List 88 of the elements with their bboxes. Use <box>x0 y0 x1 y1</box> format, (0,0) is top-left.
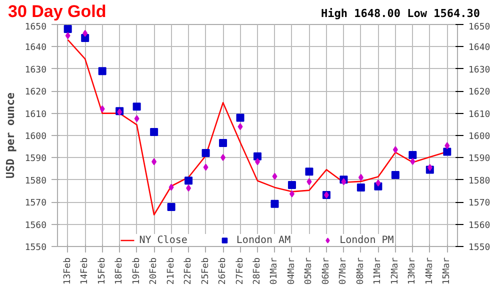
y-tick-label: 1560 <box>24 220 47 231</box>
y-axis-title: USD per ounce <box>4 92 17 179</box>
point <box>288 181 296 190</box>
point <box>392 146 398 154</box>
point <box>152 158 157 166</box>
point <box>358 174 364 181</box>
x-tick-label: 13Feb <box>62 258 73 285</box>
x-tick-label: 04Mar <box>286 256 297 285</box>
point <box>203 164 208 171</box>
y2-tick-label: 1570 <box>468 198 490 209</box>
x-tick-label: 01Mar <box>270 256 280 285</box>
y2-tick-label: 1620 <box>468 88 490 98</box>
x-tick-label: 14Mar <box>424 256 435 285</box>
x-tick-label: 25Feb <box>200 258 211 285</box>
legend-label: London AM <box>236 234 291 246</box>
x-tick-label: 11Mar <box>373 256 384 285</box>
y2-tick-label: 1630 <box>468 65 490 76</box>
y2-tick-label: 1580 <box>468 176 490 186</box>
chart-subtitle: High 1648.00 Low 1564.30 <box>321 6 480 22</box>
x-tick-label: 15Feb <box>97 258 108 285</box>
point <box>254 152 262 160</box>
point <box>272 172 278 180</box>
point <box>65 32 70 40</box>
point <box>220 154 226 161</box>
y-tick-label: 1580 <box>24 176 47 186</box>
point <box>341 178 346 186</box>
x-tick-label: 06Mar <box>321 256 332 285</box>
y-tick-label: 1620 <box>24 88 47 98</box>
point <box>132 102 141 111</box>
point <box>236 114 244 122</box>
x-tick-label: 07Mar <box>338 256 349 285</box>
point <box>408 151 417 160</box>
point <box>98 67 106 76</box>
point <box>202 149 210 158</box>
y2-tick-label: 1600 <box>468 132 490 142</box>
x-tick-label: 12Mar <box>390 256 400 285</box>
point <box>376 180 381 187</box>
y-tick-label: 1590 <box>24 154 47 164</box>
x-tick-label: 18Feb <box>114 258 125 285</box>
point <box>186 184 192 192</box>
x-tick-label: 21Feb <box>166 258 176 285</box>
x-tick-label: 26Feb <box>218 258 228 285</box>
x-tick-label: 27Feb <box>235 258 246 285</box>
point <box>410 158 416 165</box>
point <box>305 168 314 176</box>
x-tick-label: 13Mar <box>408 256 418 285</box>
y2-tick-label: 1560 <box>468 220 490 231</box>
point <box>82 30 88 37</box>
y-tick-label: 1550 <box>24 243 47 253</box>
x-tick-label: 05Mar <box>304 256 314 285</box>
point <box>270 200 279 208</box>
point <box>427 164 432 171</box>
y-tick-label: 1650 <box>24 22 47 32</box>
x-tick-label: 14Feb <box>80 258 90 285</box>
point <box>150 128 158 136</box>
point <box>289 190 294 198</box>
y-tick-label: 1640 <box>24 43 47 54</box>
y2-tick-label: 1550 <box>468 243 490 253</box>
point <box>391 171 400 180</box>
point <box>100 105 105 112</box>
point <box>356 183 365 192</box>
x-tick-label: 22Feb <box>184 258 194 285</box>
point <box>219 139 228 148</box>
x-tick-label: 20Feb <box>149 258 160 285</box>
y2-tick-label: 1640 <box>468 43 490 54</box>
y-tick-label: 1610 <box>24 110 47 120</box>
y-tick-label: 1630 <box>24 65 47 76</box>
x-tick-label: 19Feb <box>132 258 142 285</box>
legend-label: London PM <box>340 234 394 246</box>
chart-title: 30 Day Gold <box>8 1 106 22</box>
y-tick-label: 1600 <box>24 132 47 142</box>
point <box>134 115 140 122</box>
y2-tick-label: 1590 <box>468 154 490 164</box>
y-tick-label: 1570 <box>24 198 47 209</box>
point <box>238 123 243 130</box>
y2-tick-label: 1650 <box>468 22 490 32</box>
point <box>306 178 312 186</box>
point <box>167 202 176 211</box>
point <box>64 24 72 33</box>
point <box>184 176 193 185</box>
point <box>444 142 450 150</box>
point <box>168 184 174 191</box>
y2-tick-label: 1610 <box>468 110 490 120</box>
x-tick-label: 28Feb <box>252 258 262 285</box>
x-tick-label: 08Mar <box>356 256 366 285</box>
point <box>443 148 452 156</box>
legend-label: NY Close <box>139 234 188 246</box>
x-tick-label: 15Mar <box>442 256 452 285</box>
